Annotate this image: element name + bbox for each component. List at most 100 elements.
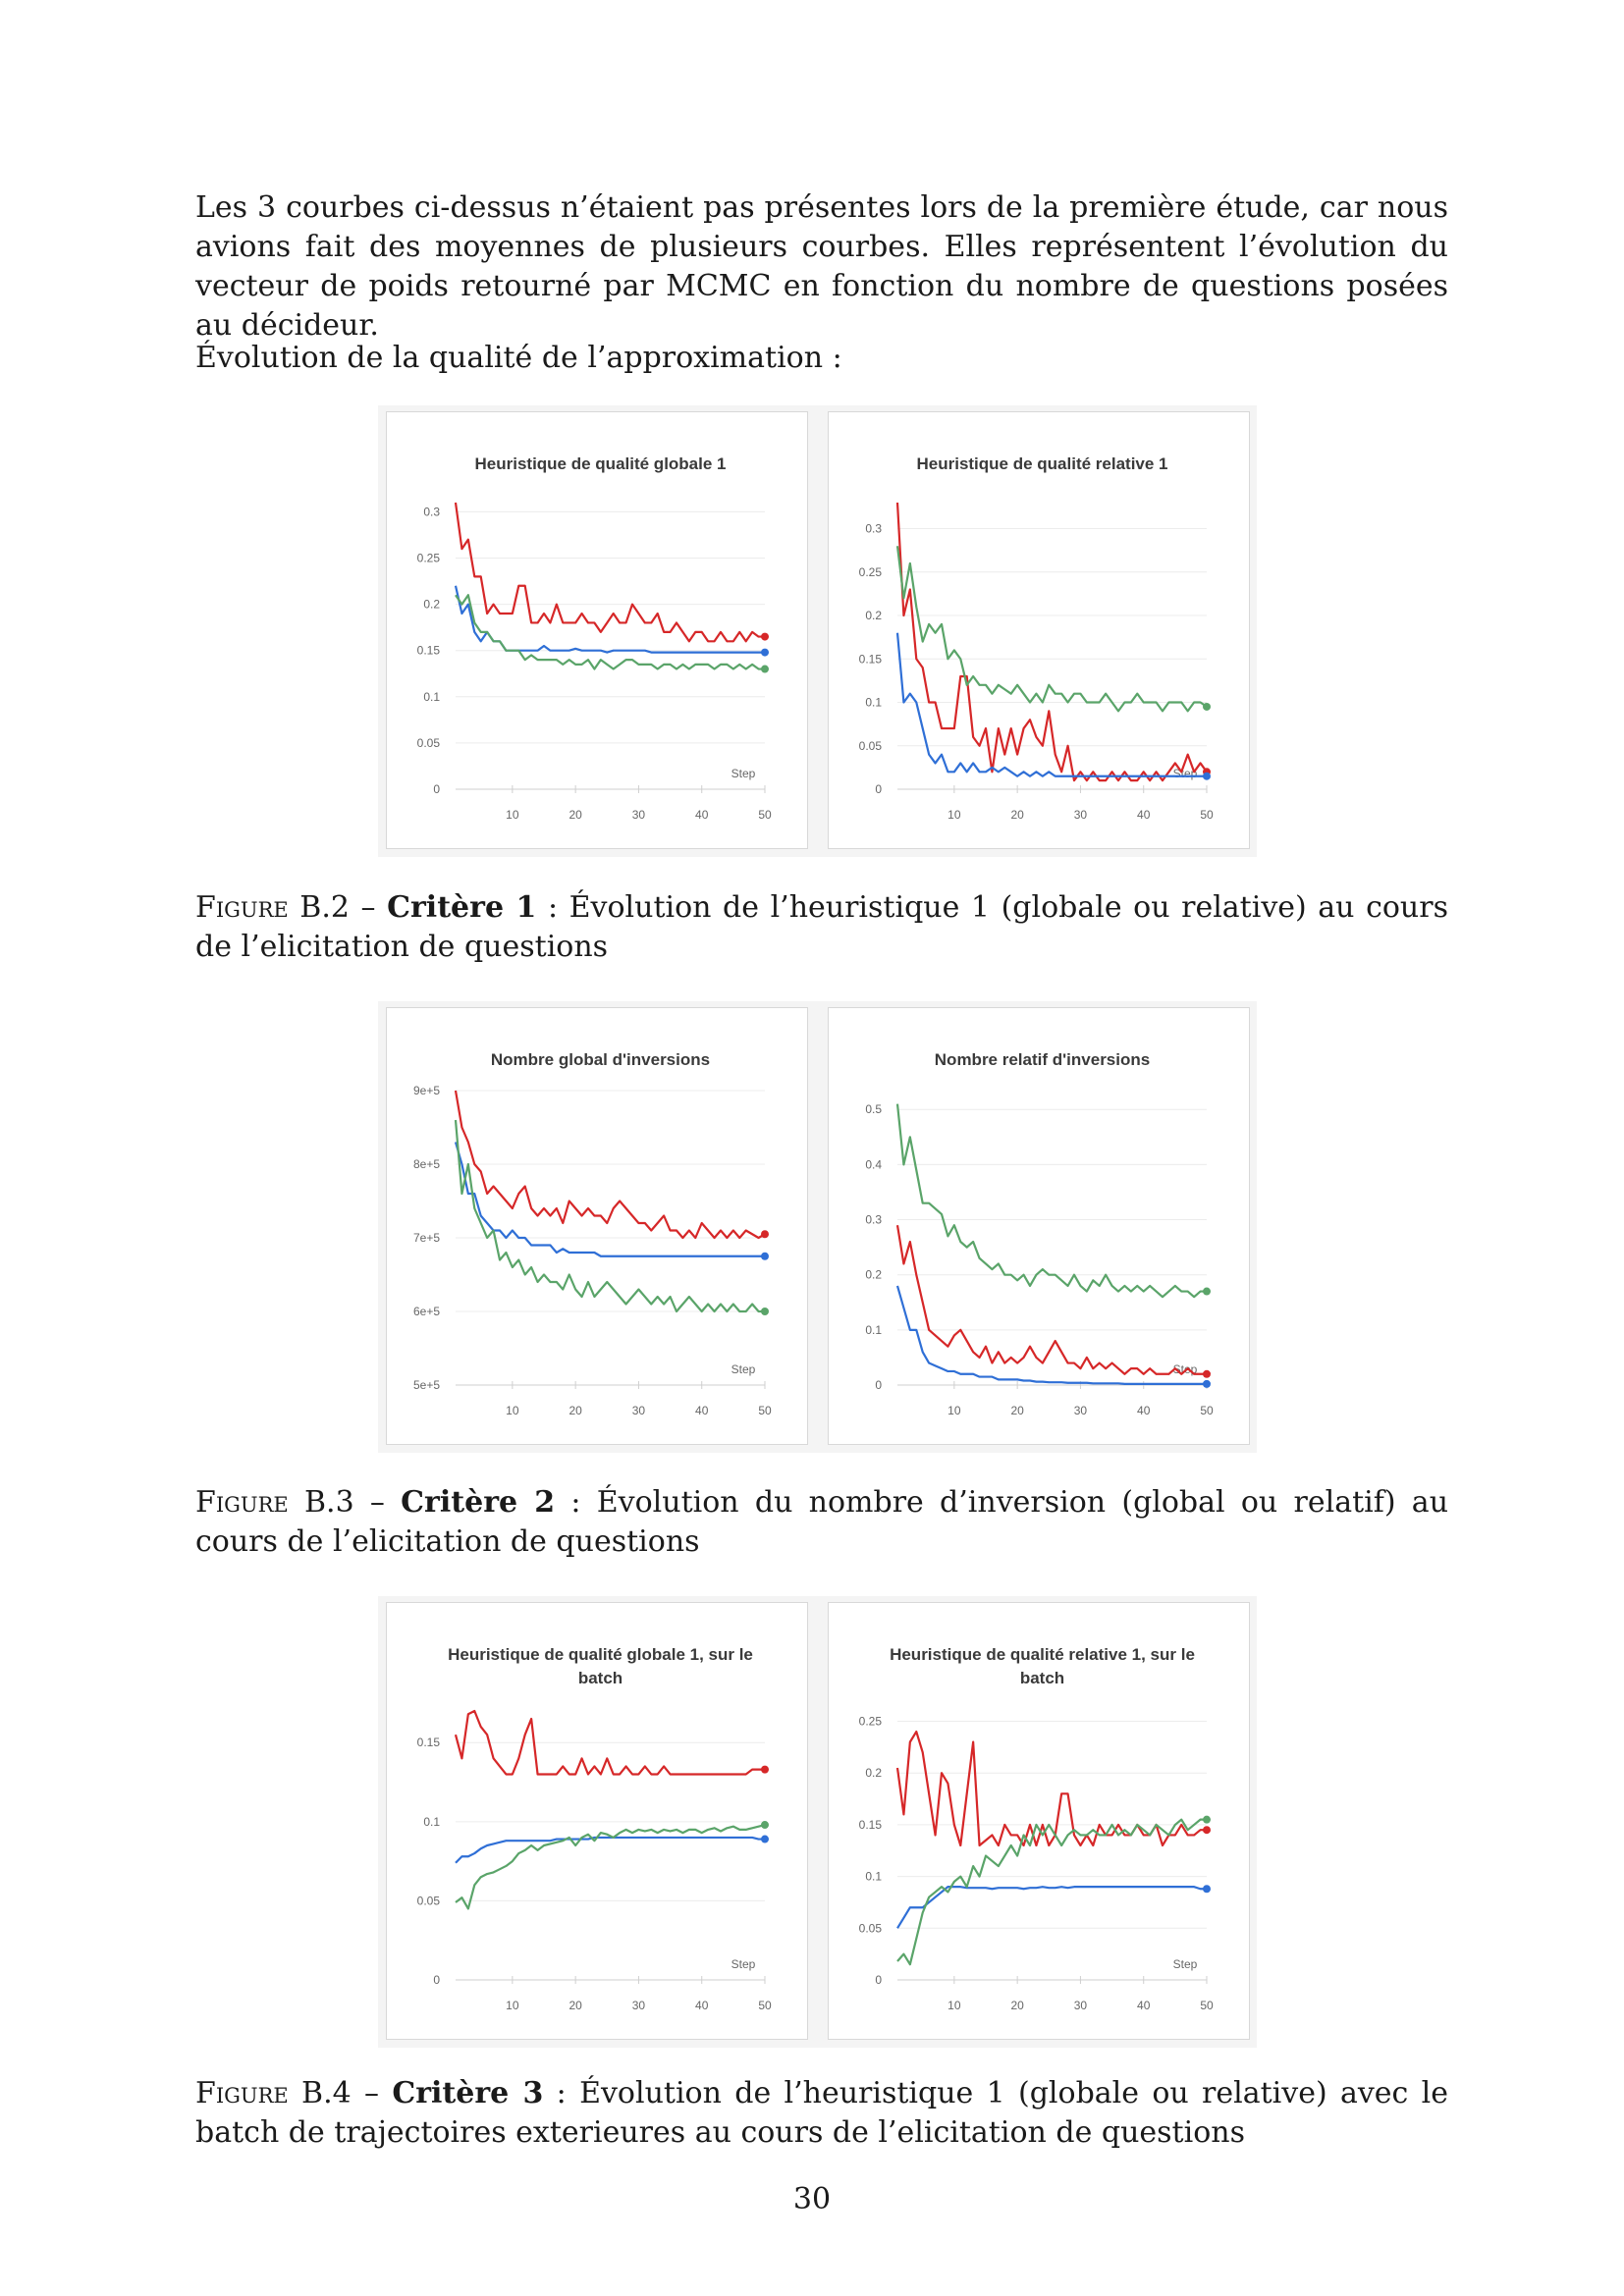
chart-relative-quality-1: Heuristique de qualité relative 1 0 0.05 0.… <box>859 454 1214 822</box>
y-tick-label: 0 <box>875 1378 882 1392</box>
x-tick-label: 50 <box>1200 1404 1214 1417</box>
chart-title: Heuristique de qualité relative 1, sur l… <box>890 1645 1195 1664</box>
y-tick-label: 7e+5 <box>413 1231 440 1245</box>
y-tick-label: 0.1 <box>865 1870 882 1884</box>
x-tick-label: 50 <box>1200 1999 1214 2012</box>
series-line-blue <box>454 1142 765 1257</box>
x-tick-label: 20 <box>568 808 582 822</box>
y-tick-label: 0.05 <box>859 739 883 753</box>
series-end-marker-blue <box>761 648 769 657</box>
series-line-blue <box>895 1285 1207 1385</box>
x-tick-label: 20 <box>568 1999 582 2012</box>
figure-label: Figure B.2 <box>195 890 350 925</box>
figure-b2-images: Heuristique de qualité globale 1 0 0.05 0.1… <box>378 405 1257 857</box>
figure-b2-caption: Figure B.2 – Critère 1 : Évolution de l’… <box>195 888 1448 967</box>
caption-separator: – <box>353 1485 402 1520</box>
x-axis-label: Step <box>731 767 756 780</box>
x-axis-label: Step <box>731 1957 756 1971</box>
figure-b3-images: Nombre global d'inversions 5e+5 6e+5 7e+5 8e… <box>378 1001 1257 1453</box>
y-tick-label: 0.4 <box>865 1157 882 1171</box>
series-end-marker-green <box>761 1308 769 1315</box>
y-tick-label: 0.1 <box>423 1815 440 1829</box>
x-tick-label: 20 <box>1010 1999 1024 2012</box>
chart-title: Heuristique de qualité globale 1, sur le <box>448 1645 753 1664</box>
chart-panel-relative-quality-batch: Heuristique de qualité relative 1, sur l… <box>828 1602 1250 2040</box>
series-end-marker-red <box>1203 1826 1211 1835</box>
x-axis-label: Step <box>731 1362 756 1376</box>
x-tick-label: 40 <box>1137 1404 1151 1417</box>
series-end-marker-green <box>761 1821 769 1830</box>
x-tick-label: 20 <box>1010 1404 1024 1417</box>
series-line-blue <box>455 1836 765 1864</box>
section-line: Évolution de la qualité de l’approximati… <box>195 341 842 375</box>
chart-panel-global-quality: Heuristique de qualité globale 1 0 0.05 0.1… <box>386 411 808 849</box>
x-tick-label: 10 <box>506 1404 519 1417</box>
series-end-marker-green <box>1203 1815 1211 1824</box>
x-tick-label: 30 <box>632 1404 646 1417</box>
y-tick-label: 0.15 <box>417 644 441 658</box>
page-number: 30 <box>792 2182 832 2216</box>
y-tick-label: 0.1 <box>865 696 882 710</box>
y-tick-label: 0.2 <box>423 598 440 612</box>
chart-relative-quality-batch: Heuristique de qualité relative 1, sur l… <box>859 1645 1214 2012</box>
x-tick-label: 50 <box>758 1404 772 1417</box>
x-tick-label: 40 <box>695 808 709 822</box>
y-tick-label: 0.15 <box>859 652 883 666</box>
series-end-marker-blue <box>761 1835 769 1843</box>
y-tick-label: 0 <box>875 1973 882 1987</box>
y-tick-label: 0.1 <box>865 1323 882 1337</box>
x-tick-label: 10 <box>947 1999 961 2012</box>
figure-b4-images: Heuristique de qualité globale 1, sur le… <box>378 1596 1257 2048</box>
y-tick-label: 0.5 <box>865 1102 882 1116</box>
y-tick-label: 8e+5 <box>413 1157 440 1171</box>
series-line-green <box>455 1823 766 1910</box>
chart-title: Heuristique de qualité globale 1 <box>475 454 727 473</box>
x-tick-label: 40 <box>1137 1999 1151 2012</box>
series-line-red <box>895 502 1208 782</box>
series-end-marker-red <box>761 1765 769 1774</box>
series-line-green <box>896 1818 1207 1966</box>
series-line-green <box>454 1119 765 1313</box>
series-end-marker-blue <box>1203 1885 1211 1894</box>
chart-panel-relative-quality: Heuristique de qualité relative 1 0 0.05 0.… <box>828 411 1250 849</box>
chart-title: batch <box>578 1669 623 1687</box>
series-line-red <box>454 502 765 643</box>
criterion-label: Critère 2 <box>401 1485 556 1520</box>
y-tick-label: 0.05 <box>859 1921 883 1935</box>
y-tick-label: 0 <box>433 782 440 796</box>
x-tick-label: 10 <box>506 1999 519 2012</box>
y-tick-label: 9e+5 <box>413 1084 440 1097</box>
y-tick-label: 5e+5 <box>413 1378 440 1392</box>
x-tick-label: 30 <box>1074 1404 1088 1417</box>
series-end-marker-red <box>761 632 769 641</box>
series-line-red <box>454 1709 765 1776</box>
x-tick-label: 40 <box>1137 808 1151 822</box>
series-end-marker-blue <box>1203 1379 1211 1388</box>
series-end-marker-red <box>761 1230 769 1239</box>
series-line-green <box>895 546 1208 713</box>
chart-panel-global-quality-batch: Heuristique de qualité globale 1, sur le… <box>386 1602 808 2040</box>
figure-label: Figure B.3 <box>195 1485 354 1520</box>
x-tick-label: 50 <box>758 808 772 822</box>
x-axis-label: Step <box>1173 1957 1198 1971</box>
chart-global-quality-1: Heuristique de qualité globale 1 0 0.05 0.1… <box>417 454 772 822</box>
series-line-green <box>895 1103 1207 1299</box>
x-tick-label: 30 <box>632 1999 646 2012</box>
intro-paragraph: Les 3 courbes ci-dessus n’étaient pas pr… <box>195 190 1448 343</box>
series-end-marker-red <box>1203 1369 1211 1378</box>
caption-separator: – <box>349 890 388 925</box>
y-tick-label: 0.3 <box>865 1213 882 1227</box>
y-tick-label: 0.1 <box>423 690 440 704</box>
caption-text: : Évolution du nombre d’inversion (globa… <box>195 1485 1449 1559</box>
x-tick-label: 10 <box>947 1404 961 1417</box>
series-line-green <box>455 594 765 670</box>
chart-panel-relative-inversions: Nombre relatif d'inversions 0 0.1 0.2 0.3 0.4… <box>828 1007 1250 1445</box>
y-tick-label: 0.05 <box>417 736 441 750</box>
series-end-marker-green <box>761 665 769 673</box>
x-tick-label: 10 <box>506 808 519 822</box>
chart-title: Heuristique de qualité relative 1 <box>916 454 1167 473</box>
chart-panel-global-inversions: Nombre global d'inversions 5e+5 6e+5 7e+5 8e… <box>386 1007 808 1445</box>
y-tick-label: 6e+5 <box>413 1305 440 1318</box>
series-end-marker-blue <box>761 1252 769 1260</box>
y-tick-label: 0 <box>875 782 882 796</box>
